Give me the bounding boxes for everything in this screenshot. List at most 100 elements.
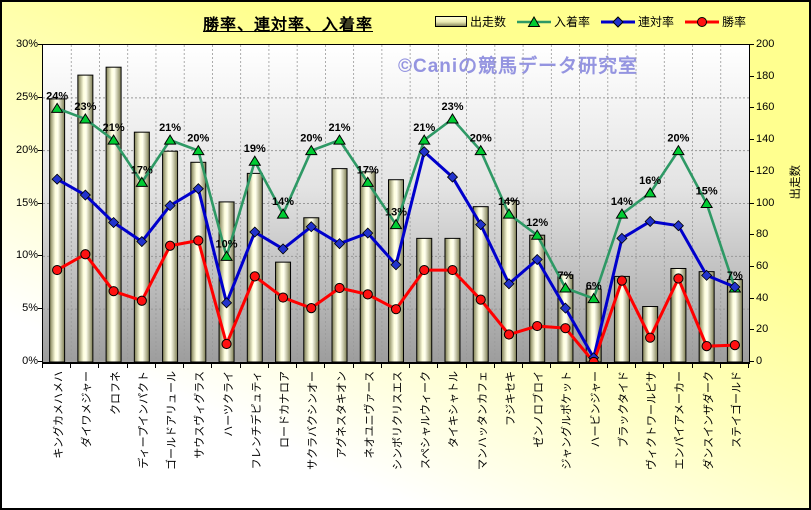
x-axis-tick-mark: [239, 364, 241, 368]
x-axis-tick-mark: [154, 364, 156, 368]
place-marker-triangle: [389, 218, 403, 230]
right-axis-tick-label: 0: [756, 355, 763, 367]
x-axis-tick-mark: [522, 364, 524, 368]
x-category-label-text: サウスヴィグラス: [194, 371, 207, 459]
tick-mark: [750, 170, 754, 172]
x-category-label-text: ロードカナロア: [279, 371, 292, 448]
quinella-marker-diamond: [559, 302, 572, 314]
x-category-label-text: ダイワメジャー: [81, 371, 94, 448]
legend-label-quinella-rate: 連対率: [638, 15, 675, 29]
x-axis-tick-mark: [183, 364, 185, 368]
quinella-marker-diamond: [108, 216, 120, 229]
quinella-marker-diamond: [729, 281, 741, 293]
x-category-label-text: ブラックタイド: [617, 371, 630, 448]
quinella-marker-diamond: [79, 189, 91, 201]
x-axis-tick-mark: [578, 364, 580, 368]
x-axis-tick-mark: [380, 364, 382, 368]
x-axis-tick-mark: [267, 364, 269, 368]
point-label: 13%: [385, 207, 407, 219]
bar: [77, 74, 94, 362]
x-category-label-text: ダンスインザダーク: [702, 371, 715, 470]
point-label: 19%: [244, 143, 266, 155]
place-marker-triangle: [191, 144, 205, 156]
bar: [444, 237, 461, 362]
legend-item-quinella-rate: 連対率: [601, 13, 674, 30]
place-marker-triangle: [417, 134, 431, 145]
quinella-marker-diamond: [531, 253, 543, 266]
win-marker-circle: [193, 235, 204, 246]
x-axis-tick-mark: [352, 364, 354, 368]
place-marker-triangle: [587, 292, 601, 304]
x-category-label-text: ディープインパクト: [137, 371, 150, 469]
x-category-label-text: シンボリクリスエス: [392, 371, 404, 470]
place-marker-triangle: [502, 208, 516, 219]
quinella-marker-diamond: [305, 221, 317, 233]
point-label: 7%: [557, 270, 573, 282]
place-marker-triangle: [530, 229, 544, 240]
point-label: 6%: [586, 281, 602, 293]
place-marker-triangle: [333, 134, 346, 145]
left-axis-tick-label: 10%: [15, 249, 38, 262]
right-axis-tick-label: 140: [756, 133, 775, 146]
quinella-marker-diamond: [362, 227, 374, 239]
x-category-label-text: ゼンノロブロイ: [533, 371, 546, 448]
legend-label-starts: 出走数: [470, 15, 507, 29]
win-marker-circle: [729, 339, 740, 351]
tick-mark: [750, 75, 754, 77]
x-category-label-text: マンハッタンカフェ: [476, 371, 489, 470]
left-axis-tick-label: 20%: [15, 143, 38, 156]
point-label: 23%: [74, 101, 96, 113]
tick-mark: [750, 297, 754, 299]
win-marker-circle: [588, 356, 599, 362]
x-category-label-text: キングカメハメハ: [53, 371, 66, 459]
x-category-label-text: タイキシャトル: [448, 371, 461, 448]
place-marker-triangle: [248, 155, 262, 166]
quinella-marker-diamond: [164, 200, 176, 212]
place-marker-triangle: [643, 186, 657, 198]
x-category-label-text: フジキセキ: [504, 371, 517, 426]
tick-mark: [38, 361, 42, 362]
win-marker-circle: [503, 329, 515, 340]
point-label: 21%: [329, 122, 351, 134]
win-marker-circle: [306, 303, 317, 314]
point-label: 20%: [470, 133, 492, 145]
quinella-marker-diamond: [390, 259, 402, 271]
win-marker-circle: [108, 286, 119, 297]
point-label: 14%: [498, 196, 520, 208]
legend-label-win-rate: 勝率: [722, 15, 747, 29]
legend-label-place-rate: 入着率: [554, 15, 591, 29]
point-label: 16%: [639, 175, 661, 187]
win-marker-circle: [164, 240, 176, 251]
point-label: 23%: [441, 101, 463, 113]
legend-item-win-rate: 勝率: [685, 13, 746, 30]
x-category-label-text: サクラバクシンオー: [307, 371, 320, 470]
win-marker-circle: [475, 294, 486, 305]
point-label: 21%: [159, 122, 181, 134]
place-marker-triangle: [474, 144, 488, 156]
tick-mark: [750, 107, 754, 109]
right-axis-tick-label: 160: [756, 101, 775, 114]
watermark: ©Caniの競馬データ研究室: [398, 56, 639, 77]
tick-mark: [38, 149, 42, 151]
win-marker-circle: [334, 282, 345, 294]
right-axis-tick-label: 180: [756, 69, 775, 82]
x-axis-tick-mark: [550, 364, 552, 368]
quinella-marker-diamond: [503, 278, 515, 290]
win-marker-circle: [616, 275, 628, 286]
tick-mark: [38, 202, 42, 204]
quinella-marker-diamond: [418, 146, 430, 158]
win-marker-circle: [532, 320, 543, 332]
quinella-marker-diamond: [672, 220, 684, 232]
x-axis-tick-mark: [691, 364, 693, 368]
point-label: 21%: [103, 122, 125, 134]
tick-mark: [38, 308, 42, 310]
quinella-marker-diamond: [192, 183, 204, 195]
tick-mark: [750, 234, 754, 236]
right-axis-tick-label: 80: [756, 228, 769, 241]
x-category-label-text: ゴールドアリュール: [166, 371, 179, 470]
x-category-label-text: アグネスタキオン: [335, 371, 348, 459]
tick-mark: [750, 329, 754, 331]
place-marker-triangle: [78, 113, 92, 124]
bar: [49, 98, 66, 362]
left-axis-tick-label: 5%: [22, 302, 38, 315]
